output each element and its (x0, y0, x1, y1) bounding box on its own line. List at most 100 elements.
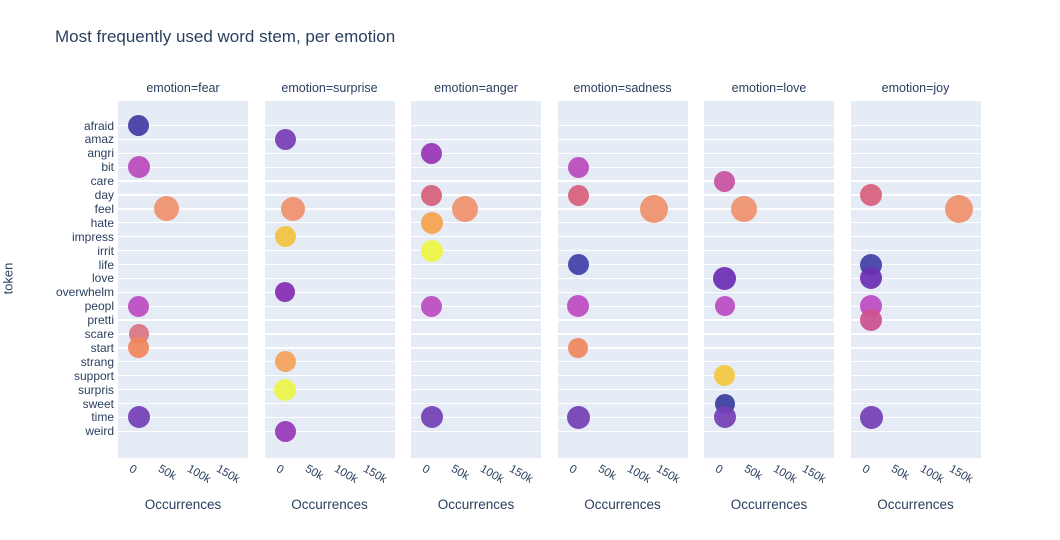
gridline (118, 430, 248, 432)
gridline (118, 277, 248, 280)
data-point-surprise-impress[interactable] (274, 226, 296, 248)
facet-title-love: emotion=love (731, 81, 807, 95)
gridline (411, 194, 541, 196)
gridline (850, 402, 981, 405)
gridline (557, 263, 688, 266)
gridline (850, 347, 981, 349)
gridline (264, 166, 395, 168)
data-point-anger-irrit[interactable] (420, 239, 443, 262)
gridline (264, 361, 395, 363)
x-tick-label: 100k (185, 463, 213, 486)
x-tick-label: 0 (859, 463, 872, 477)
gridline (264, 263, 395, 266)
data-point-sadness-day[interactable] (567, 184, 589, 206)
y-tick-label: scare (84, 327, 114, 341)
data-point-love-peopl[interactable] (714, 296, 735, 317)
gridline (850, 249, 981, 252)
facet-panel-anger (411, 101, 541, 458)
data-point-sadness-time[interactable] (566, 405, 590, 429)
data-point-sadness-start[interactable] (568, 337, 589, 358)
gridline (704, 180, 834, 182)
gridline (557, 416, 688, 419)
data-point-sadness-bit[interactable] (567, 156, 589, 178)
gridline (704, 333, 834, 335)
data-point-fear-peopl[interactable] (128, 295, 150, 317)
x-tick-label: 50k (888, 463, 911, 483)
data-point-anger-feel[interactable] (451, 195, 478, 222)
x-tick-label: 150k (507, 463, 535, 486)
data-point-surprise-amaz[interactable] (274, 128, 296, 150)
gridline (118, 375, 248, 377)
gridline (704, 194, 834, 196)
x-tick-label: 0 (420, 463, 432, 477)
data-point-anger-day[interactable] (421, 184, 443, 206)
gridline (411, 319, 541, 321)
gridline (557, 388, 688, 391)
data-point-anger-peopl[interactable] (421, 295, 443, 317)
y-tick-label: angri (87, 146, 114, 161)
facet-panel-joy (850, 101, 981, 458)
data-point-joy-feel[interactable] (944, 194, 973, 223)
data-point-sadness-feel[interactable] (640, 194, 669, 223)
data-point-love-feel[interactable] (731, 195, 758, 222)
gridline (704, 277, 834, 280)
data-point-sadness-life[interactable] (567, 254, 589, 275)
gridline (557, 361, 688, 363)
data-point-joy-pretti[interactable] (860, 309, 883, 332)
gridline (850, 430, 981, 432)
gridline (557, 222, 688, 224)
gridline (704, 263, 834, 266)
gridline (118, 305, 248, 307)
data-point-surprise-surpris[interactable] (274, 378, 297, 401)
x-axis-title: Occurrences (877, 497, 954, 512)
gridline (704, 402, 834, 405)
data-point-love-love[interactable] (713, 266, 737, 290)
gridline (704, 347, 834, 349)
gridline (557, 236, 688, 238)
data-point-joy-love[interactable] (860, 267, 883, 290)
gridline (704, 305, 834, 307)
gridline (557, 430, 688, 432)
data-point-surprise-overwhelm[interactable] (275, 282, 296, 303)
data-point-love-support[interactable] (714, 365, 736, 387)
data-point-fear-afraid[interactable] (128, 115, 150, 136)
data-point-fear-bit[interactable] (127, 156, 150, 179)
x-tick-label: 100k (478, 463, 506, 486)
data-point-surprise-feel[interactable] (280, 196, 305, 221)
gridline (704, 222, 834, 224)
data-point-sadness-peopl[interactable] (567, 295, 590, 318)
gridline (704, 430, 834, 432)
data-point-joy-time[interactable] (859, 405, 883, 429)
gridline (264, 430, 395, 432)
data-point-surprise-strang[interactable] (274, 351, 296, 373)
y-tick-label: weird (85, 424, 114, 439)
data-point-love-care[interactable] (714, 170, 736, 192)
y-tick-label: irrit (97, 243, 114, 258)
facet-title-joy: emotion=joy (881, 81, 950, 95)
x-tick-label: 0 (713, 463, 725, 477)
gridline (557, 347, 688, 349)
gridline (411, 222, 541, 224)
data-point-anger-angri[interactable] (421, 142, 443, 164)
data-point-love-time[interactable] (713, 406, 736, 429)
gridline (557, 194, 688, 196)
gridline (850, 333, 981, 335)
data-point-joy-day[interactable] (860, 184, 883, 206)
data-point-fear-time[interactable] (127, 406, 150, 429)
gridline (118, 263, 248, 266)
data-point-fear-feel[interactable] (154, 196, 180, 222)
gridline (411, 402, 541, 405)
x-tick-label: 150k (360, 463, 389, 486)
gridline (850, 208, 981, 210)
gridline (264, 305, 395, 307)
data-point-anger-time[interactable] (420, 406, 443, 429)
gridline (850, 152, 981, 154)
data-point-anger-hate[interactable] (420, 211, 443, 234)
gridline (850, 361, 981, 363)
gridline (704, 416, 834, 419)
gridline (264, 152, 395, 154)
data-point-surprise-weird[interactable] (274, 420, 296, 442)
x-tick-label: 50k (156, 463, 179, 483)
data-point-fear-start[interactable] (128, 337, 150, 359)
gridline (850, 375, 981, 377)
